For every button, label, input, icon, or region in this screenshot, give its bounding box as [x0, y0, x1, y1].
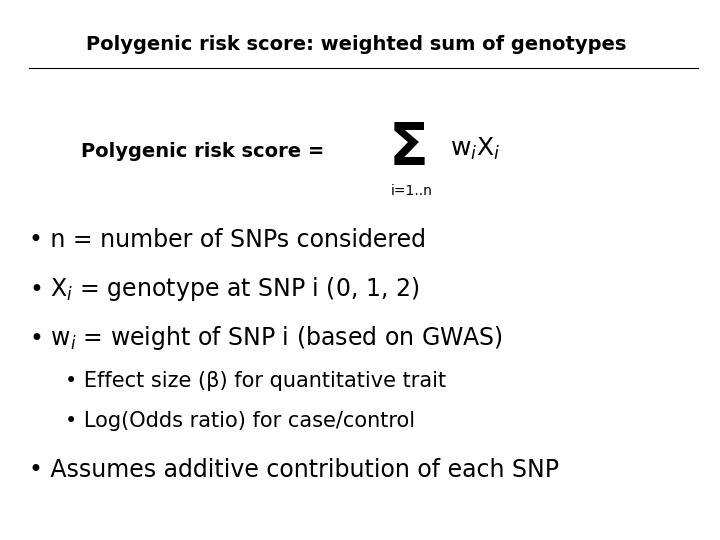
- Text: i=1..n: i=1..n: [391, 184, 433, 198]
- Text: • Assumes additive contribution of each SNP: • Assumes additive contribution of each …: [29, 458, 559, 482]
- Text: • w$_i$ = weight of SNP i (based on GWAS): • w$_i$ = weight of SNP i (based on GWAS…: [29, 323, 503, 352]
- Text: • Log(Odds ratio) for case/control: • Log(Odds ratio) for case/control: [65, 411, 415, 431]
- Text: Polygenic risk score =: Polygenic risk score =: [81, 141, 331, 161]
- Text: w$_i$X$_i$: w$_i$X$_i$: [450, 136, 500, 161]
- Text: $\mathbf{\Sigma}$: $\mathbf{\Sigma}$: [388, 120, 426, 177]
- Text: • X$_i$ = genotype at SNP i (0, 1, 2): • X$_i$ = genotype at SNP i (0, 1, 2): [29, 275, 419, 303]
- Text: Polygenic risk score: weighted sum of genotypes: Polygenic risk score: weighted sum of ge…: [86, 35, 627, 54]
- Text: • n = number of SNPs considered: • n = number of SNPs considered: [29, 228, 426, 252]
- Text: • Effect size (β) for quantitative trait: • Effect size (β) for quantitative trait: [65, 370, 446, 391]
